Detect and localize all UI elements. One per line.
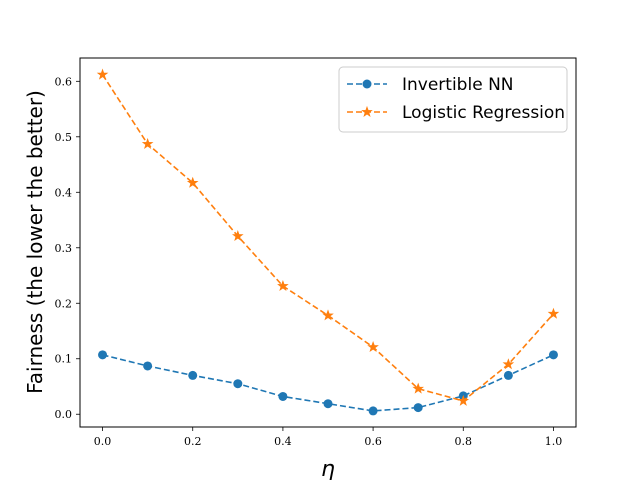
x-tick-label: 0.6 bbox=[364, 435, 382, 448]
y-tick-label: 0.2 bbox=[55, 297, 73, 310]
data-point-invertible-nn bbox=[143, 361, 153, 371]
y-tick-label: 0.5 bbox=[55, 131, 73, 144]
data-point-logistic-regression bbox=[547, 307, 560, 319]
y-tick-label: 0.0 bbox=[55, 408, 73, 421]
data-point-logistic-regression bbox=[412, 382, 424, 394]
data-point-logistic-regression bbox=[186, 176, 199, 188]
data-point-invertible-nn bbox=[413, 403, 423, 413]
data-point-invertible-nn bbox=[278, 391, 288, 401]
data-point-invertible-nn bbox=[233, 379, 243, 389]
data-point-invertible-nn bbox=[368, 406, 378, 416]
series-invertible-nn bbox=[98, 350, 558, 416]
data-point-logistic-regression bbox=[457, 394, 470, 406]
data-point-logistic-regression bbox=[141, 137, 154, 149]
data-point-logistic-regression bbox=[277, 279, 289, 292]
legend-label: Logistic Regression bbox=[402, 103, 565, 123]
x-tick-label: 0.8 bbox=[455, 435, 473, 448]
legend-item-logistic-regression: Logistic Regression bbox=[347, 103, 565, 123]
x-axis-label: η bbox=[321, 457, 335, 480]
data-point-invertible-nn bbox=[548, 350, 558, 360]
x-tick-label: 1.0 bbox=[545, 435, 563, 448]
legend-marker bbox=[361, 105, 373, 117]
y-tick-label: 0.6 bbox=[55, 75, 73, 88]
legend-box bbox=[338, 66, 568, 133]
x-tick-label: 0.4 bbox=[274, 435, 292, 448]
y-axis: 0.0 0.1 0.2 0.3 0.4 0.5 0.6 bbox=[55, 75, 80, 421]
y-axis-label: Fairness (the lower the better) bbox=[23, 90, 47, 394]
data-point-logistic-regression bbox=[502, 358, 515, 370]
data-point-invertible-nn bbox=[503, 370, 513, 380]
y-tick-label: 0.3 bbox=[55, 242, 73, 255]
axes-frame bbox=[79, 57, 577, 428]
data-point-invertible-nn bbox=[98, 350, 108, 360]
data-point-logistic-regression bbox=[367, 340, 379, 353]
y-tick-label: 0.1 bbox=[55, 353, 73, 366]
legend: Invertible NN Logistic Regression bbox=[338, 66, 568, 133]
x-tick-label: 0.0 bbox=[94, 435, 112, 448]
data-point-invertible-nn bbox=[323, 399, 333, 409]
x-axis: 0.0 0.2 0.4 0.6 0.8 1.0 bbox=[94, 427, 562, 448]
data-point-invertible-nn bbox=[188, 370, 198, 380]
legend-item-invertible-nn: Invertible NN bbox=[347, 75, 514, 95]
y-tick-label: 0.4 bbox=[55, 186, 73, 199]
legend-label: Invertible NN bbox=[402, 75, 514, 95]
plot-area bbox=[96, 68, 560, 416]
data-point-logistic-regression bbox=[96, 68, 109, 80]
data-point-logistic-regression bbox=[232, 230, 244, 242]
x-tick-label: 0.2 bbox=[184, 435, 202, 448]
series-logistic-regression bbox=[96, 68, 560, 406]
legend-marker bbox=[362, 79, 372, 89]
data-point-logistic-regression bbox=[322, 309, 334, 321]
